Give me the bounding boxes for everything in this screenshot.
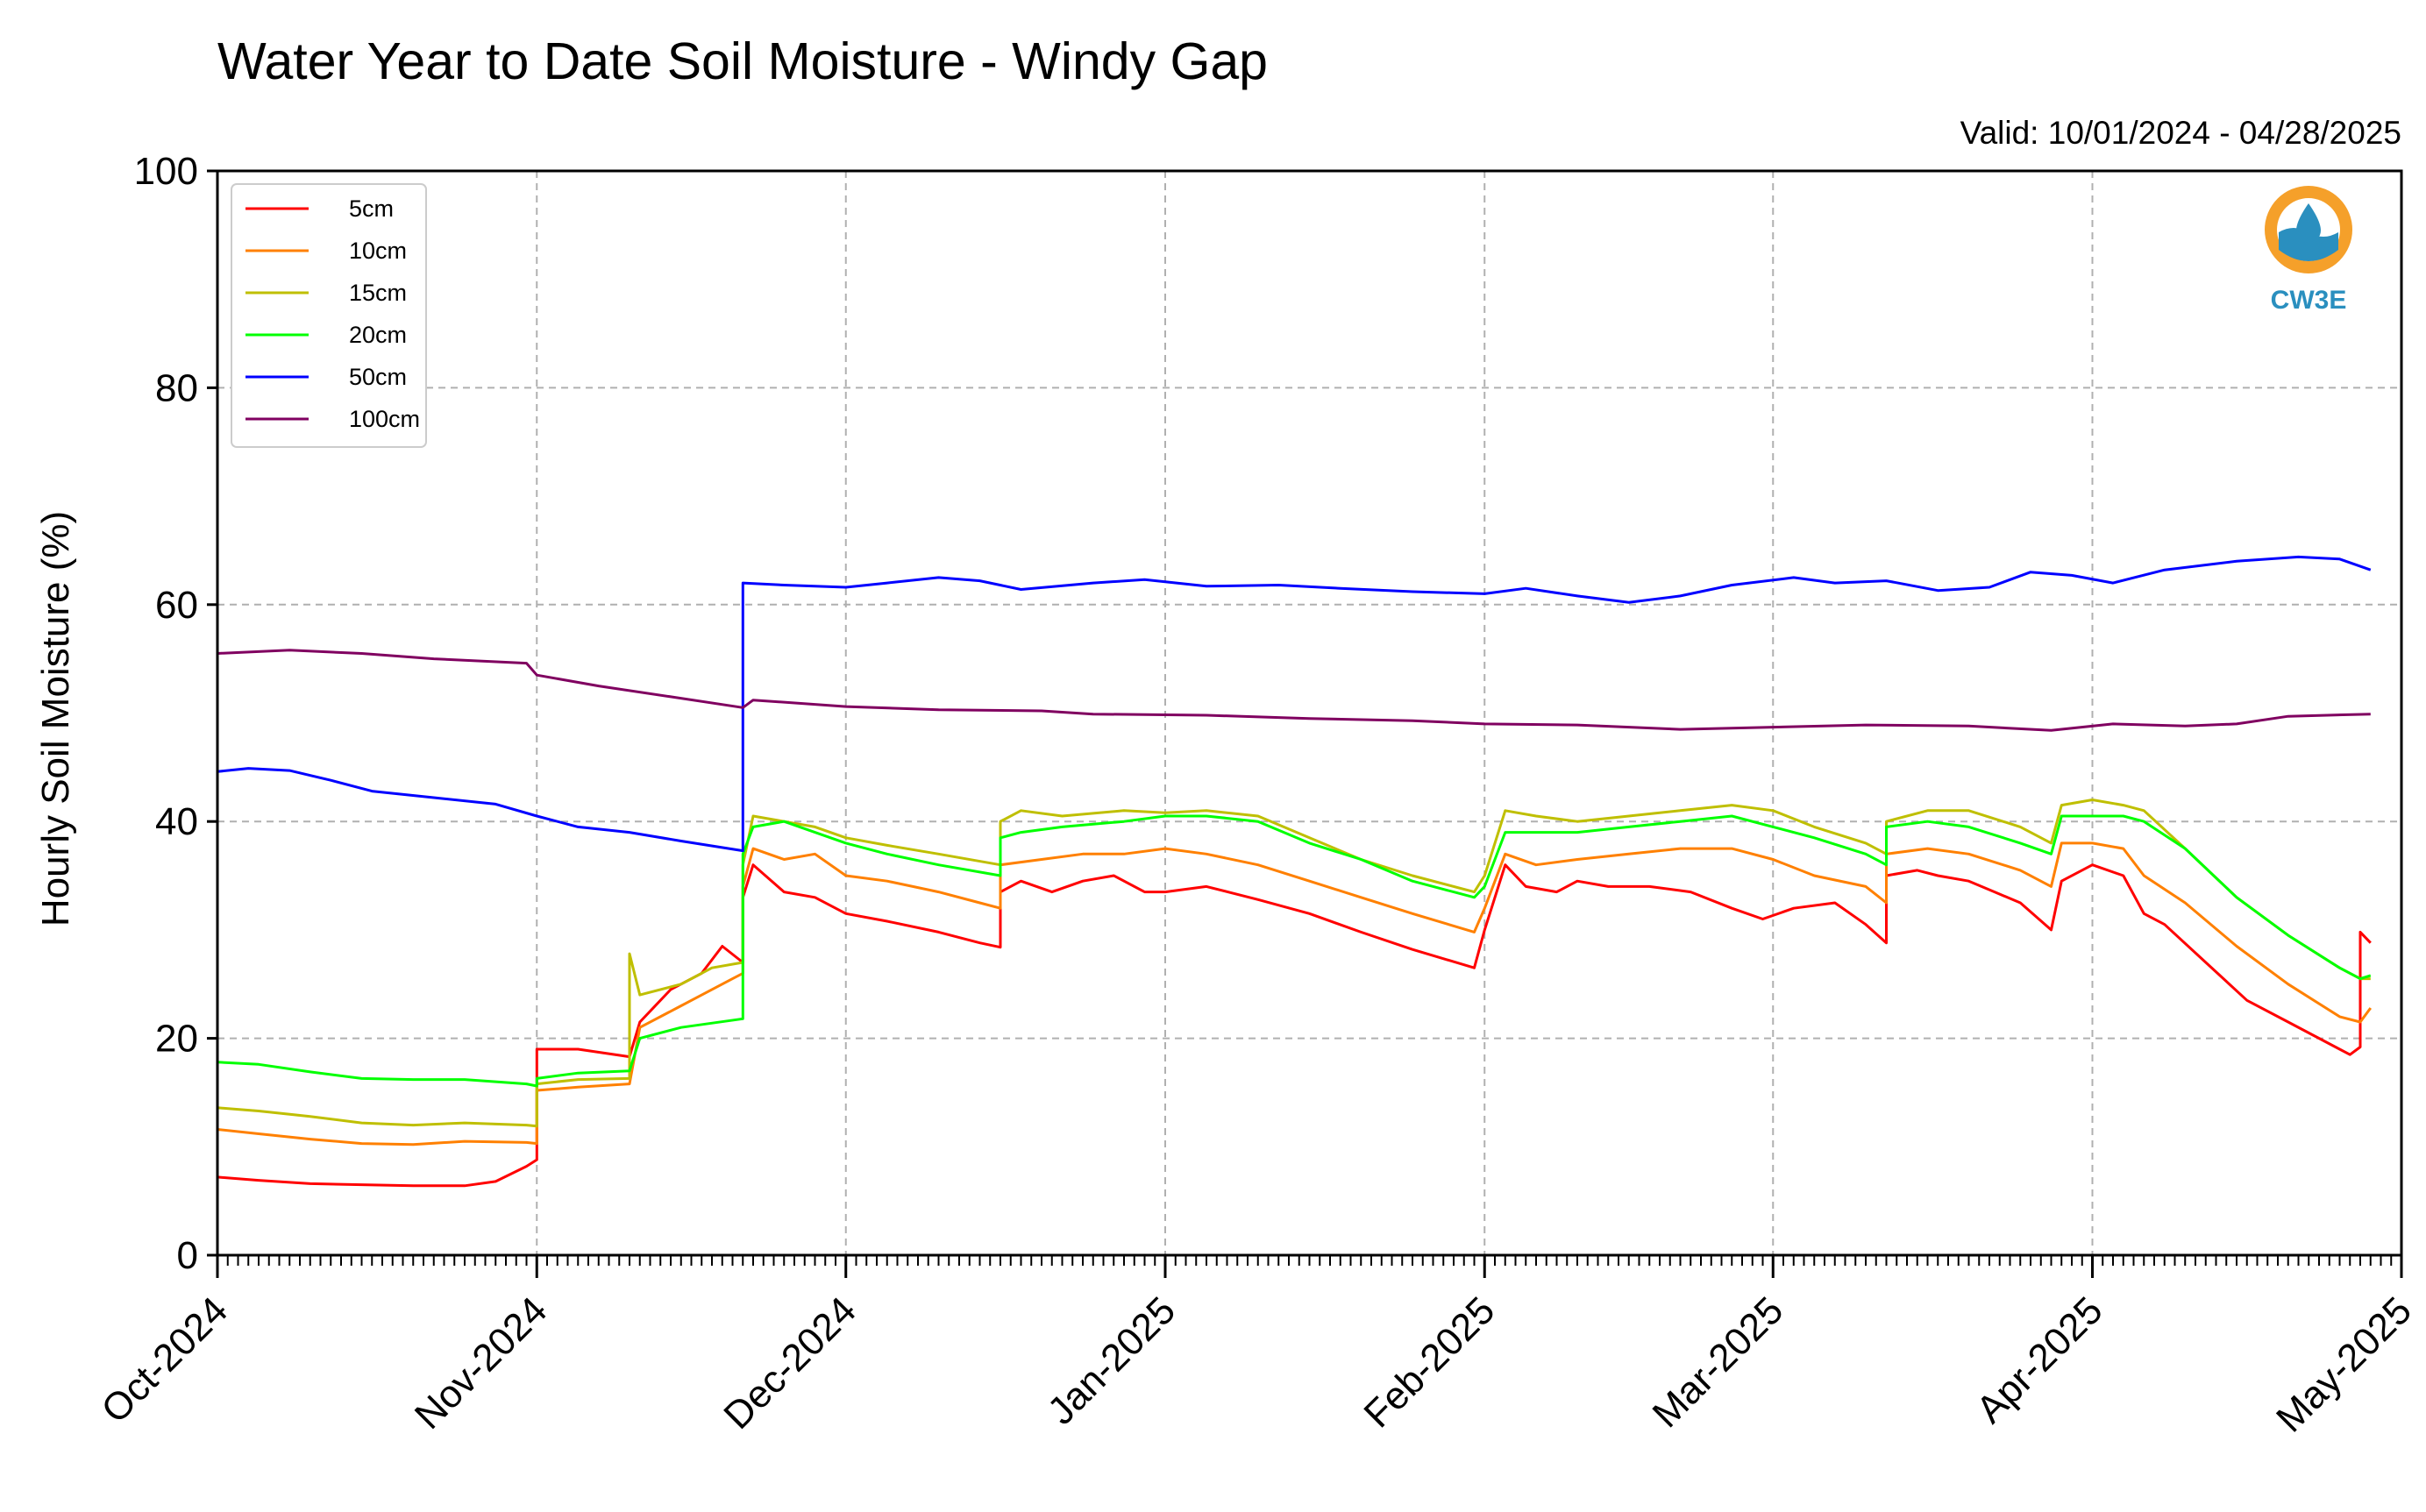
- series-lines: [217, 555, 2373, 1188]
- legend-label-100cm: 100cm: [349, 406, 420, 432]
- series-line-100cm: [217, 649, 2371, 732]
- x-tick-label: Apr-2025: [1968, 1288, 2111, 1431]
- legend-label-5cm: 5cm: [349, 195, 394, 222]
- valid-date-range: Valid: 10/01/2024 - 04/28/2025: [1960, 115, 2401, 151]
- logo-drop-icon: [2296, 203, 2321, 243]
- x-tick-label: Feb-2025: [1355, 1288, 1503, 1436]
- legend-label-50cm: 50cm: [349, 364, 407, 390]
- axes: 0 20 40 60 80 100 Oct-2024 Nov-2024 Dec-2024 Jan-…: [93, 150, 2420, 1440]
- x-tick-label: Mar-2025: [1645, 1288, 1792, 1436]
- x-tick-label: May-2025: [2268, 1288, 2420, 1440]
- legend-label-20cm: 20cm: [349, 322, 407, 348]
- y-tick-label: 40: [155, 800, 198, 843]
- y-tick-label: 80: [155, 366, 198, 409]
- series-line-15cm: [217, 799, 2371, 1128]
- grid-lines: [217, 171, 2401, 1255]
- y-tick-label: 20: [155, 1018, 198, 1061]
- legend-label-10cm: 10cm: [349, 238, 407, 264]
- x-tick-label: Dec-2024: [715, 1288, 864, 1437]
- chart-title: Water Year to Date Soil Moisture - Windy…: [217, 32, 1268, 90]
- series-line-50cm: [217, 555, 2372, 853]
- x-tick-label: Jan-2025: [1040, 1288, 1184, 1432]
- series-line-20cm: [217, 814, 2372, 1088]
- series-line-5cm: [217, 863, 2372, 1188]
- y-tick-label: 60: [155, 584, 198, 627]
- cw3e-logo: CW3E: [2265, 186, 2352, 315]
- y-tick-label: 0: [177, 1234, 198, 1277]
- y-axis-label: Hourly Soil Moisture (%): [34, 511, 77, 926]
- x-tick-label: Oct-2024: [93, 1288, 236, 1431]
- series-line-10cm: [217, 841, 2373, 1146]
- x-tick-label: Nov-2024: [407, 1288, 556, 1437]
- logo-wave-icon: [2279, 228, 2338, 261]
- legend-label-15cm: 15cm: [349, 280, 407, 306]
- logo-text: CW3E: [2271, 286, 2347, 315]
- legend: 5cm 10cm 15cm 20cm 50cm 100cm: [231, 183, 427, 448]
- y-tick-label: 100: [134, 150, 198, 193]
- plot-frame: [216, 169, 2403, 1257]
